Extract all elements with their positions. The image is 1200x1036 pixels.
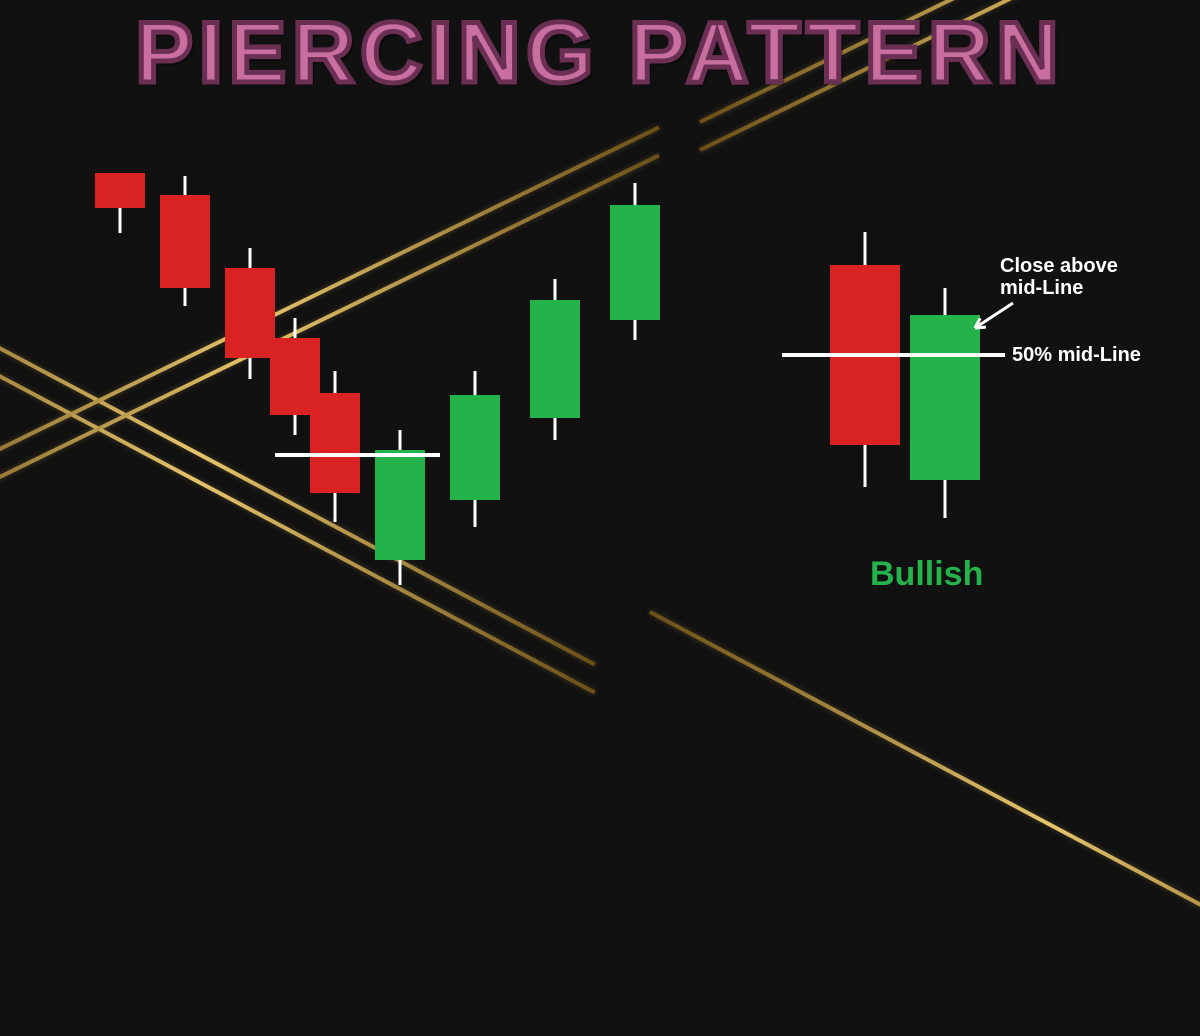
- arrow-icon: [0, 0, 1200, 628]
- midline-label: 50% mid-Line: [1012, 344, 1141, 367]
- bullish-label: Bullish: [870, 555, 983, 594]
